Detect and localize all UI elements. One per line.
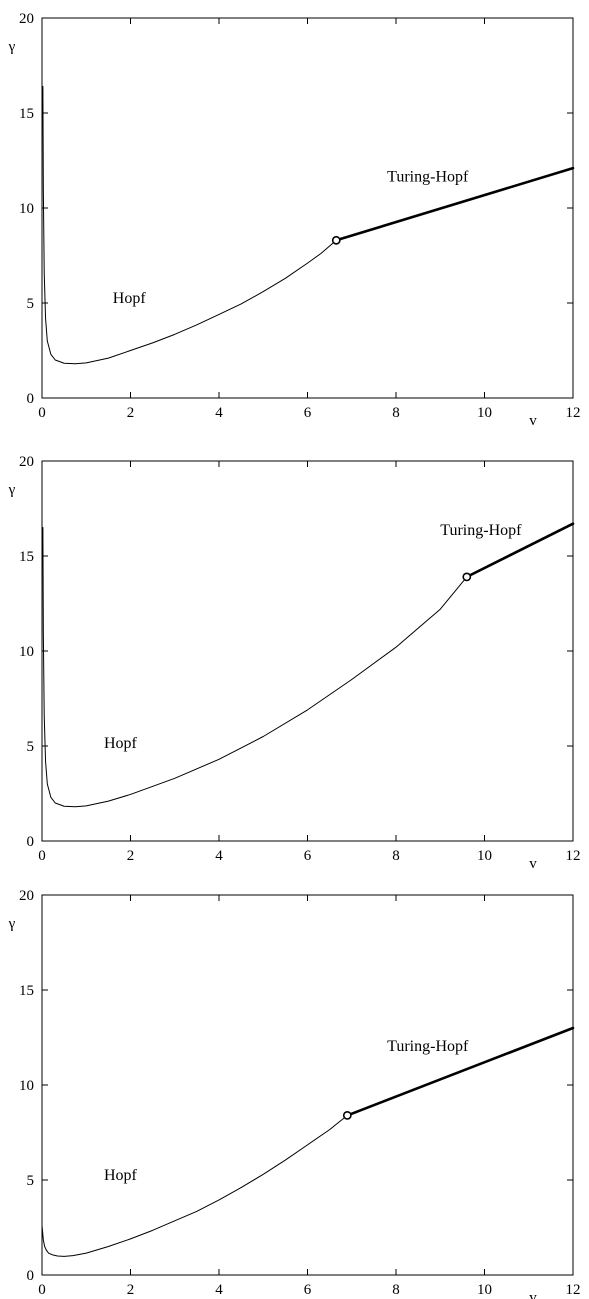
x-tick-label: 2	[127, 1282, 135, 1298]
x-tick-label: 8	[392, 848, 400, 864]
chart-panel-2: 0 2 4 6 8 10 12 0 5 10 15 20 v γ Hopf Turing-Hopf	[8, 454, 581, 872]
y-axis-label: γ	[8, 482, 16, 498]
turing-hopf-curve	[346, 1026, 575, 1117]
turing-hopf-curve	[334, 166, 575, 242]
x-tick-label: 0	[38, 1282, 46, 1298]
codimension-two-point-marker	[462, 572, 472, 582]
y-tick-label: 5	[27, 1173, 35, 1189]
plot-frame	[41, 460, 574, 842]
x-tick-label: 6	[304, 1282, 312, 1298]
turing-hopf-region-label: Turing-Hopf	[440, 522, 522, 539]
hopf-curve	[41, 1114, 348, 1257]
x-tick-label: 12	[566, 848, 581, 864]
y-tick-label: 5	[27, 739, 35, 755]
y-tick-label: 20	[19, 454, 34, 470]
x-tick-label: 8	[392, 1282, 400, 1298]
chart-panel-1: 0 2 4 6 8 10 12 0 5 10 15 20 v γ Hopf Turing-Hopf	[8, 11, 581, 429]
hopf-curve	[42, 527, 468, 808]
y-tick-label: 15	[19, 106, 34, 122]
y-tick-label: 10	[19, 644, 34, 660]
x-tick-label: 4	[215, 848, 223, 864]
x-tick-label: 0	[38, 848, 46, 864]
y-axis-label: γ	[8, 39, 16, 55]
y-tick-label: 0	[27, 391, 35, 407]
y-tick-label: 5	[27, 296, 35, 312]
y-tick-label: 10	[19, 201, 34, 217]
x-tick-label: 10	[477, 848, 492, 864]
y-axis-label: γ	[8, 916, 16, 932]
x-tick-label: 6	[304, 405, 312, 421]
turing-hopf-region-label: Turing-Hopf	[387, 168, 469, 185]
x-tick-label: 2	[127, 848, 135, 864]
codimension-two-point-marker	[331, 235, 341, 245]
hopf-region-label: Hopf	[113, 290, 147, 307]
y-tick-label: 10	[19, 1078, 34, 1094]
x-tick-label: 10	[477, 405, 492, 421]
x-tick-label: 6	[304, 848, 312, 864]
x-tick-label: 12	[566, 405, 581, 421]
x-tick-label: 4	[215, 1282, 223, 1298]
turing-hopf-curve	[465, 522, 575, 579]
codimension-two-point-marker	[342, 1111, 352, 1120]
turing-hopf-region-label: Turing-Hopf	[387, 1038, 469, 1055]
x-axis-label: v	[529, 413, 537, 429]
hopf-region-label: Hopf	[104, 735, 138, 752]
hopf-curve	[42, 85, 337, 365]
x-tick-label: 8	[392, 405, 400, 421]
y-tick-label: 20	[19, 888, 34, 904]
x-tick-label: 12	[566, 1282, 581, 1298]
y-tick-label: 0	[27, 1268, 35, 1284]
chart-panel-3: 0 2 4 6 8 10 12 0 5 10 15 20 v γ Hopf Turing-Hopf	[8, 888, 581, 1299]
y-tick-label: 15	[19, 549, 34, 565]
plot-frame	[41, 17, 574, 399]
x-tick-label: 4	[215, 405, 223, 421]
x-tick-label: 2	[127, 405, 135, 421]
y-tick-label: 0	[27, 834, 35, 850]
x-axis-label: v	[529, 856, 537, 872]
plot-frame	[41, 894, 574, 1276]
y-tick-label: 20	[19, 11, 34, 27]
x-tick-label: 0	[38, 405, 46, 421]
hopf-region-label: Hopf	[104, 1167, 138, 1184]
x-axis-label: v	[529, 1290, 537, 1299]
y-tick-label: 15	[19, 983, 34, 999]
x-tick-label: 10	[477, 1282, 492, 1298]
